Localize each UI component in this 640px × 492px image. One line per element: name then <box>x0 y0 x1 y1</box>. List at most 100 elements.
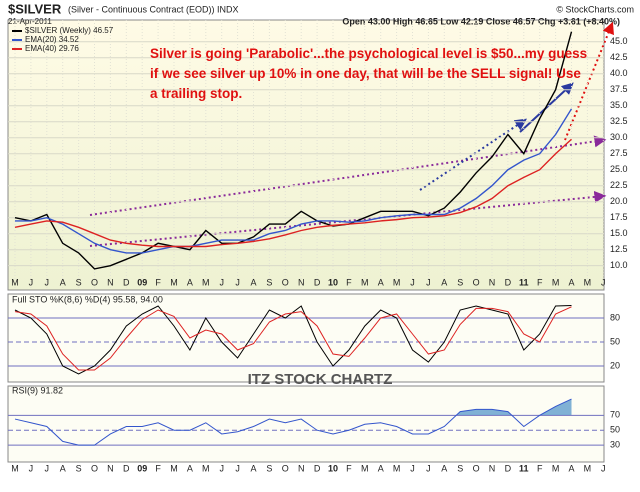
y-tick-label: 30 <box>610 439 620 449</box>
rsi-overbought-fill <box>456 399 572 415</box>
x-tick-label: A <box>187 277 193 287</box>
x-tick-label: M <box>584 277 592 287</box>
x-tick-label: O <box>91 277 98 287</box>
x-tick-label: M <box>393 277 401 287</box>
x-tick-label: O <box>282 277 289 287</box>
x-tick-label: N <box>298 463 305 473</box>
y-tick-label: 27.5 <box>610 148 628 158</box>
x-tick-label: O <box>473 277 480 287</box>
source: © StockCharts.com <box>556 4 634 14</box>
x-tick-label: S <box>266 463 272 473</box>
x-tick-label: M <box>202 277 210 287</box>
symbol: $SILVER <box>8 1 62 16</box>
x-tick-label: D <box>123 277 130 287</box>
panel-title: RSI(9) 91.82 <box>12 385 63 395</box>
y-tick-label: 32.5 <box>610 116 628 126</box>
x-tick-label: N <box>489 277 496 287</box>
y-tick-label: 50 <box>610 425 620 435</box>
legend-label: EMA(20) 34.52 <box>25 35 79 44</box>
x-tick-label: F <box>537 277 543 287</box>
x-tick-label: J <box>601 463 606 473</box>
x-tick-label: M <box>393 463 401 473</box>
x-tick-label: O <box>91 463 98 473</box>
x-tick-label: M <box>552 463 560 473</box>
x-tick-label: J <box>219 463 224 473</box>
x-tick-label: J <box>426 277 431 287</box>
y-tick-label: 37.5 <box>610 84 628 94</box>
x-tick-label: J <box>235 463 240 473</box>
series-line <box>14 398 572 446</box>
x-tick-label: A <box>378 463 384 473</box>
x-tick-label: M <box>361 463 369 473</box>
x-tick-label: N <box>107 463 114 473</box>
rsi-panel <box>7 385 605 463</box>
y-tick-label: 17.5 <box>610 212 628 222</box>
series-line <box>14 31 573 270</box>
y-tick-label: 20 <box>610 360 620 370</box>
x-tick-label: M <box>584 463 592 473</box>
x-tick-label: S <box>76 463 82 473</box>
x-tick-label: D <box>505 463 512 473</box>
x-tick-label: A <box>441 277 447 287</box>
y-tick-label: 22.5 <box>610 180 628 190</box>
series-line <box>14 306 572 371</box>
x-tick-label: M <box>361 277 369 287</box>
y-tick-label: 40.0 <box>610 68 628 78</box>
y-tick-label: 45.0 <box>610 36 628 46</box>
y-tick-label: 12.5 <box>610 244 628 254</box>
y-tick-label: 50 <box>610 336 620 346</box>
sto-panel <box>7 293 605 383</box>
y-tick-label: 35.0 <box>610 100 628 110</box>
x-tick-label: M <box>11 277 19 287</box>
x-tick-label: J <box>235 277 240 287</box>
y-tick-label: 42.5 <box>610 52 628 62</box>
y-tick-label: 70 <box>610 410 620 420</box>
panel-title: Full STO %K(8,6) %D(4) 95.58, 94.00 <box>12 294 163 304</box>
x-tick-label: D <box>314 463 321 473</box>
x-tick-label: M <box>202 463 210 473</box>
x-tick-label: D <box>123 463 130 473</box>
x-tick-label: A <box>187 463 193 473</box>
x-tick-label: M <box>11 463 19 473</box>
x-tick-label: F <box>155 277 161 287</box>
quote: Open 43.00 High 46.65 Low 42.19 Close 46… <box>342 16 620 26</box>
x-tick-label: D <box>505 277 512 287</box>
x-tick-label: 09 <box>137 277 147 287</box>
x-tick-label: F <box>155 463 161 473</box>
x-tick-label: N <box>489 463 496 473</box>
x-tick-label: O <box>473 463 480 473</box>
x-tick-label: J <box>410 277 415 287</box>
x-tick-label: A <box>250 277 256 287</box>
x-tick-label: A <box>378 277 384 287</box>
x-tick-label: J <box>29 277 34 287</box>
series-line <box>15 108 573 254</box>
x-tick-label: J <box>45 277 50 287</box>
x-tick-label: 10 <box>328 277 338 287</box>
x-tick-label: J <box>29 463 34 473</box>
date: 21-Apr-2011 <box>8 17 52 26</box>
x-tick-label: A <box>568 463 574 473</box>
x-tick-label: S <box>76 277 82 287</box>
y-tick-label: 25.0 <box>610 164 628 174</box>
x-tick-label: J <box>410 463 415 473</box>
x-tick-label: J <box>45 463 50 473</box>
x-tick-label: N <box>298 277 305 287</box>
x-tick-label: A <box>250 463 256 473</box>
x-tick-label: N <box>107 277 114 287</box>
series-line <box>14 138 572 248</box>
x-tick-label: F <box>537 463 543 473</box>
x-tick-label: 10 <box>328 463 338 473</box>
arrow <box>89 190 607 247</box>
x-tick-label: S <box>266 277 272 287</box>
legend-label: EMA(40) 29.76 <box>25 44 79 53</box>
y-tick-label: 80 <box>610 312 620 322</box>
x-tick-label: S <box>457 463 463 473</box>
price-panel <box>7 19 605 291</box>
x-tick-label: D <box>314 277 321 287</box>
x-tick-label: A <box>60 277 66 287</box>
x-tick-label: 11 <box>519 463 529 473</box>
x-tick-label: O <box>282 463 289 473</box>
x-tick-label: M <box>552 277 560 287</box>
x-tick-label: A <box>60 463 66 473</box>
